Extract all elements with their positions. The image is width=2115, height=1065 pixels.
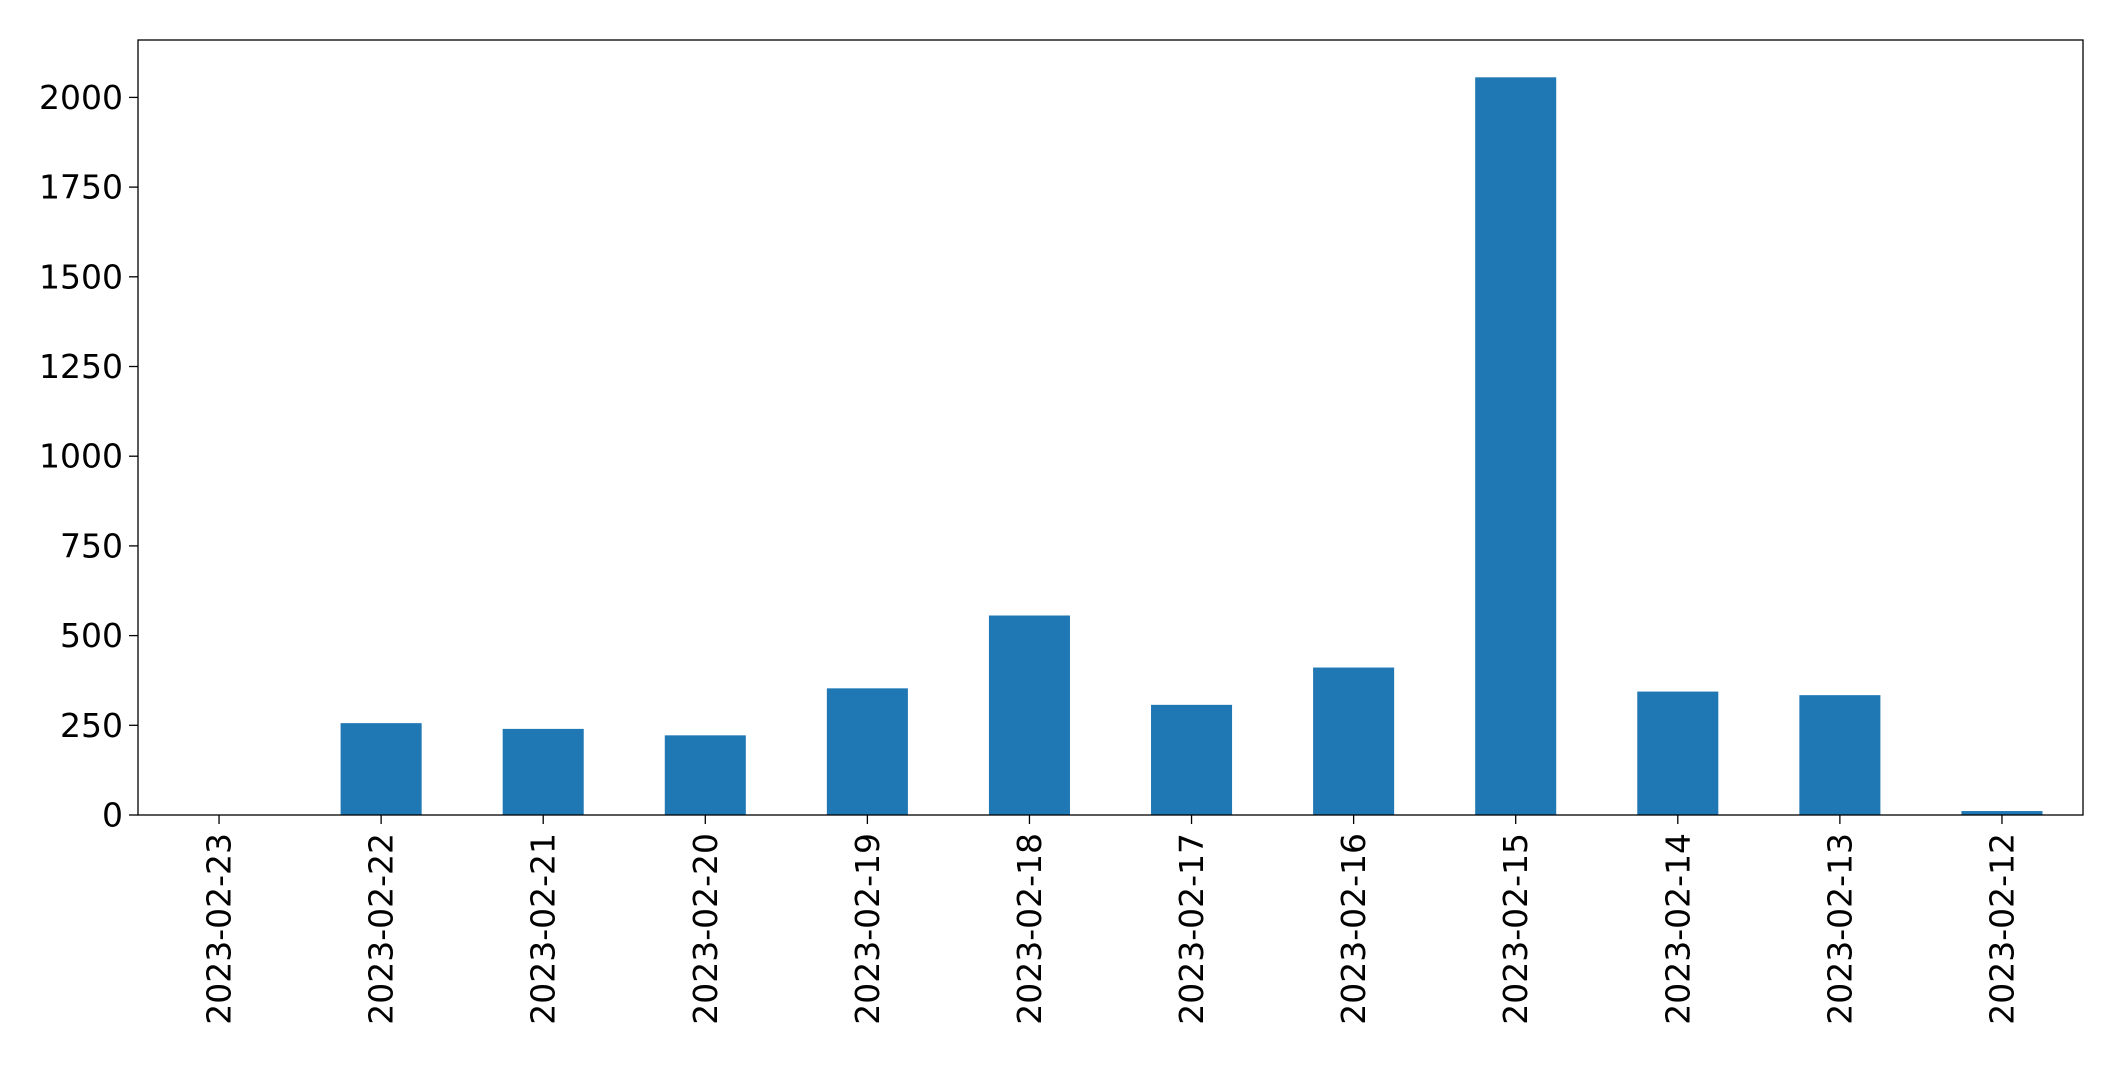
y-tick-label: 1000: [39, 437, 123, 476]
x-tick-label: 2023-02-22: [362, 833, 401, 1025]
bar-2023-02-16: [1313, 667, 1395, 815]
y-tick-label: 0: [102, 796, 123, 835]
x-axis: 2023-02-23 2023-02-22 2023-02-21 2023-02-20…: [200, 815, 2021, 1025]
bar-2023-02-21: [502, 728, 584, 815]
bar-2023-02-20: [664, 735, 746, 815]
y-tick-label: 2000: [39, 78, 123, 117]
plot-frame: [137, 39, 2084, 816]
bar-2023-02-19: [826, 688, 908, 815]
x-tick-label: 2023-02-15: [1496, 833, 1535, 1025]
x-tick-label: 2023-02-19: [848, 833, 887, 1025]
x-tick-label: 2023-02-21: [524, 833, 563, 1025]
y-tick-label: 1500: [39, 257, 123, 296]
y-tick-label: 750: [60, 526, 123, 565]
bar-2023-02-12: [1961, 811, 2043, 815]
x-tick-label: 2023-02-12: [1982, 833, 2021, 1025]
x-tick-label: 2023-02-17: [1172, 833, 1211, 1025]
x-tick-label: 2023-02-16: [1334, 833, 1373, 1025]
bar-2023-02-13: [1799, 695, 1881, 815]
x-tick-label: 2023-02-13: [1820, 833, 1859, 1025]
x-tick-label: 2023-02-20: [686, 833, 725, 1025]
y-axis: 0 250 500 750 1000 1250 1500 1750 2000: [39, 78, 138, 835]
bar-2023-02-22: [340, 723, 422, 815]
y-tick-label: 1250: [39, 347, 123, 386]
x-tick-label: 2023-02-18: [1010, 833, 1049, 1025]
bar-2023-02-14: [1637, 691, 1719, 815]
y-tick-label: 250: [60, 706, 123, 745]
bars-layer: [340, 77, 2043, 815]
y-tick-label: 1750: [39, 168, 123, 207]
bar-2023-02-18: [988, 615, 1070, 815]
y-tick-label: 500: [60, 616, 123, 655]
bar-2023-02-17: [1151, 704, 1233, 815]
x-tick-label: 2023-02-23: [200, 833, 239, 1025]
bar-2023-02-15: [1475, 77, 1557, 815]
x-tick-label: 2023-02-14: [1658, 833, 1697, 1025]
